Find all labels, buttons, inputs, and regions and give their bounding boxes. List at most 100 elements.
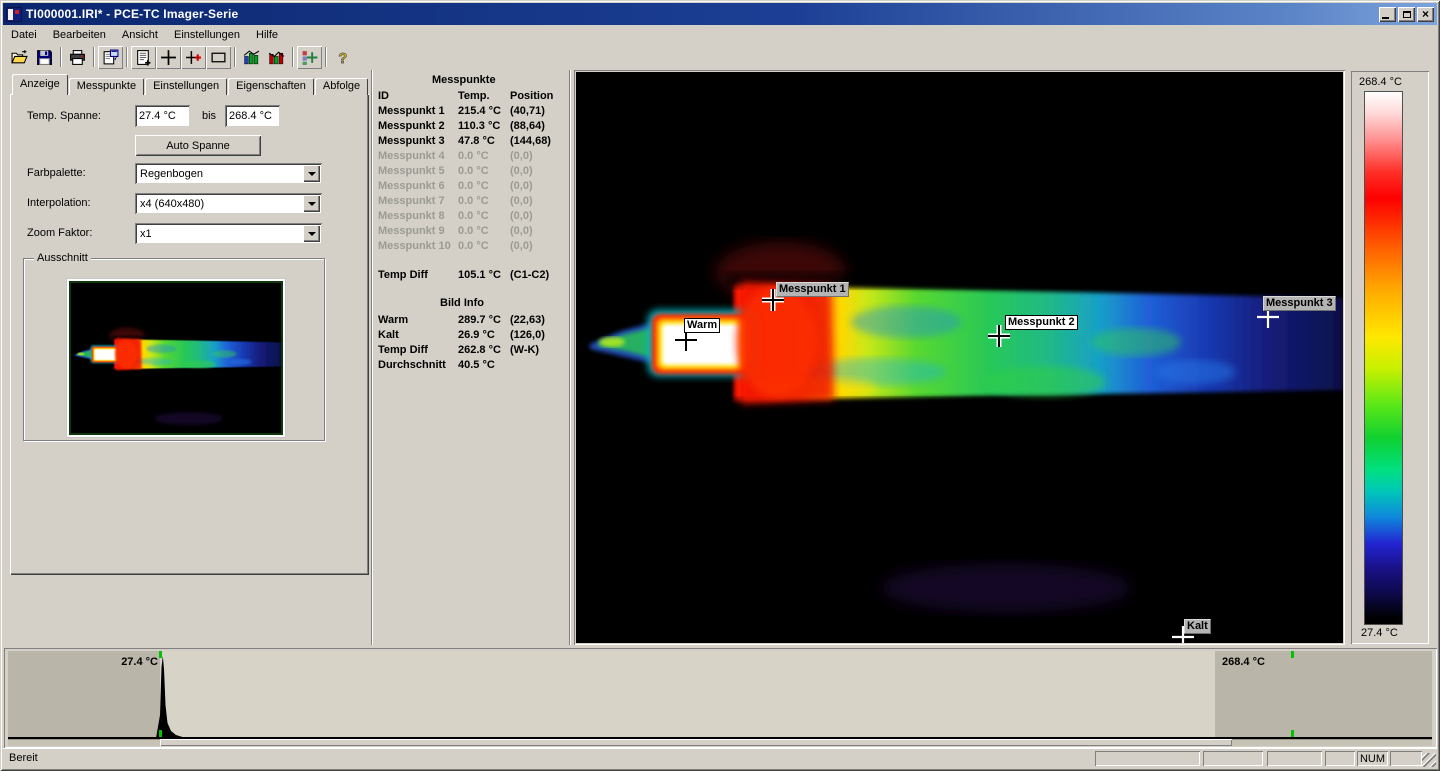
info-row-tempdiff: Temp Diff 262.8 °C (W-K) [378, 343, 540, 356]
chevron-down-icon[interactable] [303, 165, 320, 182]
crosshair-tool-button[interactable] [156, 46, 181, 69]
interpolation-select[interactable]: x4 (640x480) [135, 193, 322, 214]
col-temp: Temp. [458, 89, 490, 102]
toolbar-separator [234, 47, 236, 67]
info-row-kalt: Kalt 26.9 °C (126,0) [378, 328, 545, 341]
ausschnitt-label: Ausschnitt [34, 252, 91, 264]
histogram-max-label: 268.4 °C [1222, 656, 1265, 668]
histogram-min-label: 27.4 °C [121, 656, 158, 668]
tab-messpunkte[interactable]: Messpunkte [68, 78, 145, 95]
temp-max-input[interactable] [225, 105, 280, 127]
farbpalette-label: Farbpalette: [27, 167, 86, 179]
histogram-baseline [8, 737, 1432, 739]
histogram-peak [156, 656, 184, 738]
col-id: ID [378, 89, 389, 102]
tab-abfolge[interactable]: Abfolge [314, 78, 369, 95]
anzeige-tab-page: Temp. Spanne: bis Auto Spanne Farbpalett… [10, 94, 369, 575]
messpunkt1-marker-crosshair[interactable] [762, 289, 784, 311]
kalt-marker-label[interactable]: Kalt [1184, 619, 1211, 634]
svg-text:?: ? [338, 50, 347, 65]
span-tick[interactable] [159, 730, 162, 737]
title-bar[interactable]: TI000001.IRI* - PCE-TC Imager-Serie × [3, 3, 1437, 25]
table-row[interactable]: Messpunkt 10 0.0 °C (0,0) [378, 239, 533, 252]
toolbar-separator [325, 47, 327, 67]
open-button[interactable] [7, 46, 32, 69]
resize-grip[interactable] [1422, 753, 1436, 767]
menu-hilfe[interactable]: Hilfe [256, 28, 279, 41]
tab-anzeige[interactable]: Anzeige [12, 74, 68, 95]
histogram-scrollbar-thumb[interactable] [160, 739, 1232, 746]
ausschnitt-thumbnail[interactable] [66, 278, 286, 438]
minimize-button[interactable] [1379, 6, 1396, 22]
farbpalette-value: Regenbogen [140, 167, 204, 180]
menu-ansicht[interactable]: Ansicht [121, 28, 158, 41]
close-button[interactable]: × [1417, 6, 1434, 22]
zoom-faktor-select[interactable]: x1 [135, 223, 322, 244]
status-pane [1203, 751, 1263, 766]
app-icon [6, 6, 22, 22]
add-measure-point-button[interactable] [181, 46, 206, 69]
menu-datei[interactable]: Datei [11, 28, 37, 41]
histogram-blue-button[interactable] [239, 46, 264, 69]
toolbar: ? [3, 44, 1437, 70]
tab-einstellungen[interactable]: Einstellungen [145, 78, 228, 95]
scale-min-label: 27.4 °C [1361, 627, 1398, 639]
warm-marker-label[interactable]: Warm [684, 318, 721, 333]
save-button[interactable] [32, 46, 57, 69]
add-report-button[interactable] [131, 46, 156, 69]
print-button[interactable] [65, 46, 90, 69]
chevron-down-icon[interactable] [303, 225, 320, 242]
messpunkt1-marker-label[interactable]: Messpunkt 1 [776, 282, 849, 297]
kalt-marker-crosshair[interactable] [1172, 626, 1194, 643]
help-button[interactable]: ? [330, 46, 355, 69]
table-row[interactable]: Messpunkt 9 0.0 °C (0,0) [378, 224, 533, 237]
messpunkt2-marker-label[interactable]: Messpunkt 2 [1005, 315, 1078, 330]
table-row[interactable]: Messpunkt 3 47.8 °C (144,68) [378, 134, 551, 147]
auto-spanne-button[interactable]: Auto Spanne [135, 135, 261, 156]
thermal-image-art [576, 72, 1343, 643]
span-tick[interactable] [1291, 730, 1294, 737]
table-row[interactable]: Messpunkt 2 110.3 °C (88,64) [378, 119, 545, 132]
thermal-image[interactable]: Warm Messpunkt 1 Messpunkt 2 Messpunkt 3… [576, 72, 1343, 643]
table-row[interactable]: Messpunkt 8 0.0 °C (0,0) [378, 209, 533, 222]
histogram-red-button[interactable] [264, 46, 289, 69]
status-pane [1325, 751, 1355, 766]
minimize-icon [1382, 16, 1389, 19]
profile-points-button[interactable] [297, 46, 322, 69]
table-row[interactable]: Messpunkt 1 215.4 °C (40,71) [378, 104, 545, 117]
temp-spanne-label: Temp. Spanne: [27, 110, 101, 122]
table-row[interactable]: Messpunkt 4 0.0 °C (0,0) [378, 149, 533, 162]
span-tick[interactable] [1291, 651, 1294, 658]
messpunkt3-marker-label[interactable]: Messpunkt 3 [1263, 296, 1336, 311]
scale-max-label: 268.4 °C [1359, 76, 1402, 88]
menu-bar: Datei Bearbeiten Ansicht Einstellungen H… [3, 25, 1437, 44]
messpunkt2-marker-crosshair[interactable] [988, 325, 1010, 347]
table-header: ID Temp. Position [378, 88, 564, 103]
table-row[interactable]: Messpunkt 6 0.0 °C (0,0) [378, 179, 533, 192]
table-row[interactable]: Messpunkt 7 0.0 °C (0,0) [378, 194, 533, 207]
farbpalette-select[interactable]: Regenbogen [135, 163, 322, 184]
status-pane [1390, 751, 1422, 766]
toolbar-separator [93, 47, 95, 67]
tab-eigenschaften[interactable]: Eigenschaften [228, 78, 314, 95]
status-message: Bereit [9, 752, 38, 764]
temp-min-input[interactable] [135, 105, 190, 127]
histogram-scrollbar[interactable] [8, 739, 1432, 746]
info-row-durchschnitt: Durchschnitt 40.5 °C [378, 358, 495, 371]
status-pane [1267, 751, 1322, 766]
maximize-button[interactable] [1398, 6, 1415, 22]
crosshair-icon [161, 49, 176, 65]
properties-button[interactable] [98, 46, 123, 69]
help-icon: ? [338, 50, 348, 66]
color-scale-panel: 268.4 °C 27.4 °C [1351, 71, 1429, 644]
table-row[interactable]: Messpunkt 5 0.0 °C (0,0) [378, 164, 533, 177]
chevron-down-icon[interactable] [303, 195, 320, 212]
menu-einstellungen[interactable]: Einstellungen [173, 28, 241, 41]
histogram-plot[interactable]: 27.4 °C 268.4 °C [8, 651, 1432, 739]
rectangle-tool-button[interactable] [206, 46, 231, 69]
menu-bearbeiten[interactable]: Bearbeiten [52, 28, 106, 41]
histogram-above-span-region [1215, 651, 1432, 739]
span-tick[interactable] [159, 651, 162, 658]
bild-info-title: Bild Info [440, 297, 484, 309]
